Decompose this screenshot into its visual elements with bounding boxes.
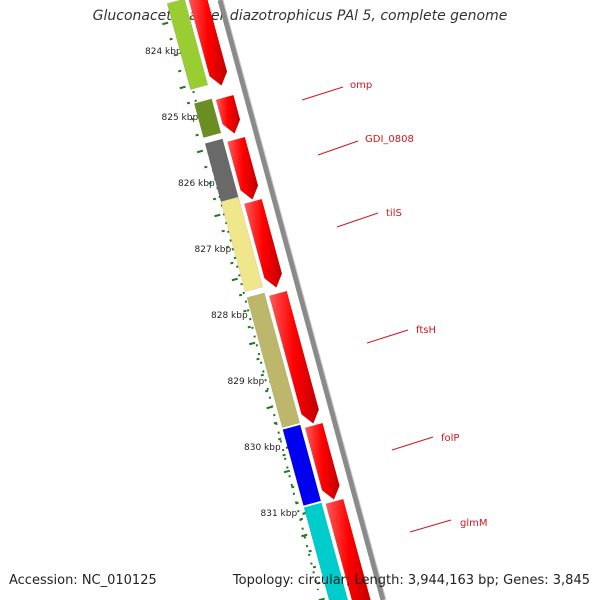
outer-tick	[295, 501, 299, 505]
forward-cds-arrow[interactable]	[243, 198, 283, 288]
outer-tick	[208, 181, 212, 185]
gene-labels: omp GDI_0808 tilS ftsH folP glmM	[301, 80, 488, 533]
outer-tick	[277, 437, 282, 441]
outer-tick	[264, 389, 269, 393]
forward-cds-arrow[interactable]	[227, 136, 259, 200]
gene-label-leader	[366, 329, 409, 344]
gene-label-omp[interactable]: omp	[350, 80, 372, 91]
feature-segment[interactable]	[303, 502, 353, 600]
ruler-tick-label: 828 kbp	[211, 311, 248, 321]
outer-tick	[196, 149, 204, 154]
outer-tick	[256, 357, 260, 361]
ruler-tick-label: 829 kbp	[228, 377, 265, 387]
outer-tick	[169, 37, 173, 41]
outer-tick	[186, 101, 191, 105]
outer-tick	[204, 165, 208, 169]
outer-tick	[243, 309, 247, 313]
forward-cds-arrow[interactable]	[188, 0, 228, 86]
outer-tick	[308, 549, 312, 553]
outer-tick	[162, 21, 169, 26]
gene-label-leader	[317, 140, 359, 156]
gene-label-leader	[391, 436, 434, 451]
outer-tick	[191, 117, 195, 121]
outer-tick	[301, 533, 308, 538]
outer-tick	[231, 277, 238, 282]
outer-tick	[230, 261, 234, 265]
gene-label-tils[interactable]: tilS	[386, 208, 402, 219]
ruler-tick-label: 831 kbp	[261, 509, 298, 519]
outer-tick	[317, 581, 321, 585]
gene-label-gdi-0808[interactable]: GDI_0808	[365, 134, 414, 145]
ruler-tick-label: 825 kbp	[162, 113, 199, 123]
outer-tick	[214, 213, 221, 218]
outer-tick	[225, 245, 230, 249]
ruler-tick-label: 827 kbp	[195, 245, 232, 255]
outer-tick	[260, 373, 265, 377]
outer-tick	[179, 85, 186, 90]
outer-tick-marks	[162, 21, 325, 600]
outer-tick	[247, 325, 251, 329]
gene-label-leader	[301, 86, 344, 101]
outer-tick	[238, 293, 243, 297]
accession-text: Accession: NC_010125	[9, 573, 157, 588]
genome-summary-text: Topology: circular; Length: 3,944,163 bp…	[232, 573, 590, 588]
outer-tick	[266, 405, 273, 410]
outer-tick	[178, 69, 182, 73]
feature-segment[interactable]	[166, 0, 209, 90]
forward-strand-track	[188, 0, 371, 600]
outer-tick	[212, 197, 217, 201]
gene-label-folp[interactable]: folP	[441, 433, 459, 444]
feature-segment[interactable]	[193, 98, 222, 138]
outer-tick	[273, 421, 278, 425]
outer-tick	[282, 453, 286, 457]
outer-tick	[283, 469, 291, 474]
gene-label-glmm[interactable]: glmM	[460, 518, 488, 529]
ruler-tick-label: 824 kbp	[145, 47, 182, 57]
gene-label-leader	[409, 519, 452, 533]
forward-cds-arrow[interactable]	[304, 422, 340, 500]
outer-tick	[195, 133, 199, 137]
gene-label-leader	[336, 212, 379, 228]
gene-label-ftsh[interactable]: ftsH	[416, 325, 436, 336]
outer-tick	[173, 53, 178, 57]
genome-backbone	[217, 0, 387, 600]
feature-segment[interactable]	[220, 196, 264, 292]
ruler-tick-label: 830 kbp	[244, 443, 281, 453]
feature-segment[interactable]	[282, 424, 322, 506]
forward-cds-arrow[interactable]	[268, 290, 320, 424]
outer-tick	[291, 485, 295, 489]
outer-tick	[299, 517, 304, 521]
outer-tick	[249, 341, 256, 346]
ruler-tick-label: 826 kbp	[178, 179, 215, 189]
feature-strand-track	[166, 0, 353, 600]
outer-tick	[312, 565, 317, 569]
feature-segment[interactable]	[246, 292, 301, 428]
ruler-dotted-line	[177, 29, 319, 591]
forward-cds-arrow[interactable]	[215, 94, 241, 134]
forward-cds-arrow[interactable]	[325, 498, 371, 600]
outer-tick	[221, 229, 225, 233]
